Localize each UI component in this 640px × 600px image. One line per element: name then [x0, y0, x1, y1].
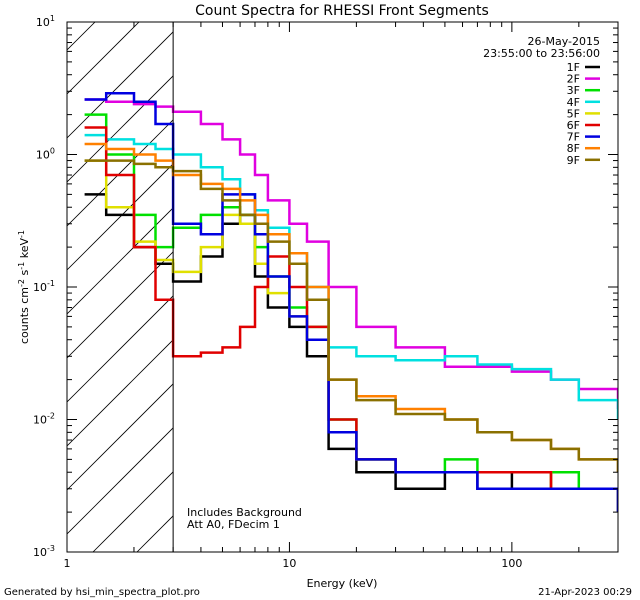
y-tick-label: 10-1 [33, 279, 55, 294]
legend-label-5F: 5F [567, 107, 580, 120]
annotation-attenuator: Att A0, FDecim 1 [187, 518, 280, 531]
chart-title: Count Spectra for RHESSI Front Segments [195, 3, 489, 19]
hatch-line [67, 75, 174, 183]
legend-label-8F: 8F [567, 142, 580, 155]
hatch-line [67, 339, 174, 447]
hatch-line [67, 31, 174, 139]
legend-label-9F: 9F [567, 154, 580, 167]
hatched-region [67, 22, 174, 552]
series-7F [84, 91, 618, 513]
legend-label-4F: 4F [567, 96, 580, 109]
hatch-line [67, 207, 174, 315]
hatch-line [67, 119, 174, 227]
x-tick-label: 1 [64, 557, 71, 570]
legend-label-6F: 6F [567, 119, 580, 132]
legend-label-7F: 7F [567, 131, 580, 144]
y-tick-label: 101 [36, 14, 55, 29]
hatch-line [67, 383, 174, 491]
series-group [84, 91, 618, 513]
legend-label-2F: 2F [567, 73, 580, 86]
hatch-line [92, 471, 174, 552]
date-label: 26-May-2015 [528, 35, 600, 48]
hatch-line [136, 515, 174, 552]
series-9F [84, 159, 618, 473]
y-tick-label: 100 [36, 147, 55, 162]
axis-ticks: 1 10 100 10-3 10-2 10-1 100 101 [33, 14, 619, 570]
legend-label-1F: 1F [567, 61, 580, 74]
series-6F [84, 126, 618, 491]
footer-generated-by: Generated by hsi_min_spectra_plot.pro [4, 587, 200, 598]
x-axis-label: Energy (keV) [307, 577, 378, 590]
hatch-line [67, 427, 174, 535]
series-8F [84, 142, 618, 473]
footer-timestamp: 21-Apr-2023 00:29 [538, 587, 632, 598]
y-axis-label: counts cm-2 s-1 keV-1 [17, 230, 31, 344]
y-tick-label: 10-2 [33, 412, 55, 427]
series-2F [84, 98, 618, 409]
series-4F [84, 133, 618, 420]
annotation-background: Includes Background [187, 506, 302, 519]
time-range-label: 23:55:00 to 23:56:00 [483, 47, 600, 60]
x-tick-label: 100 [501, 557, 522, 570]
y-tick-label: 10-3 [33, 544, 55, 559]
hatch-line [67, 295, 174, 403]
hatch-line [67, 163, 174, 271]
hatch-line [67, 251, 174, 359]
x-tick-label: 10 [282, 557, 296, 570]
legend-label-3F: 3F [567, 84, 580, 97]
series-1F [84, 193, 618, 513]
